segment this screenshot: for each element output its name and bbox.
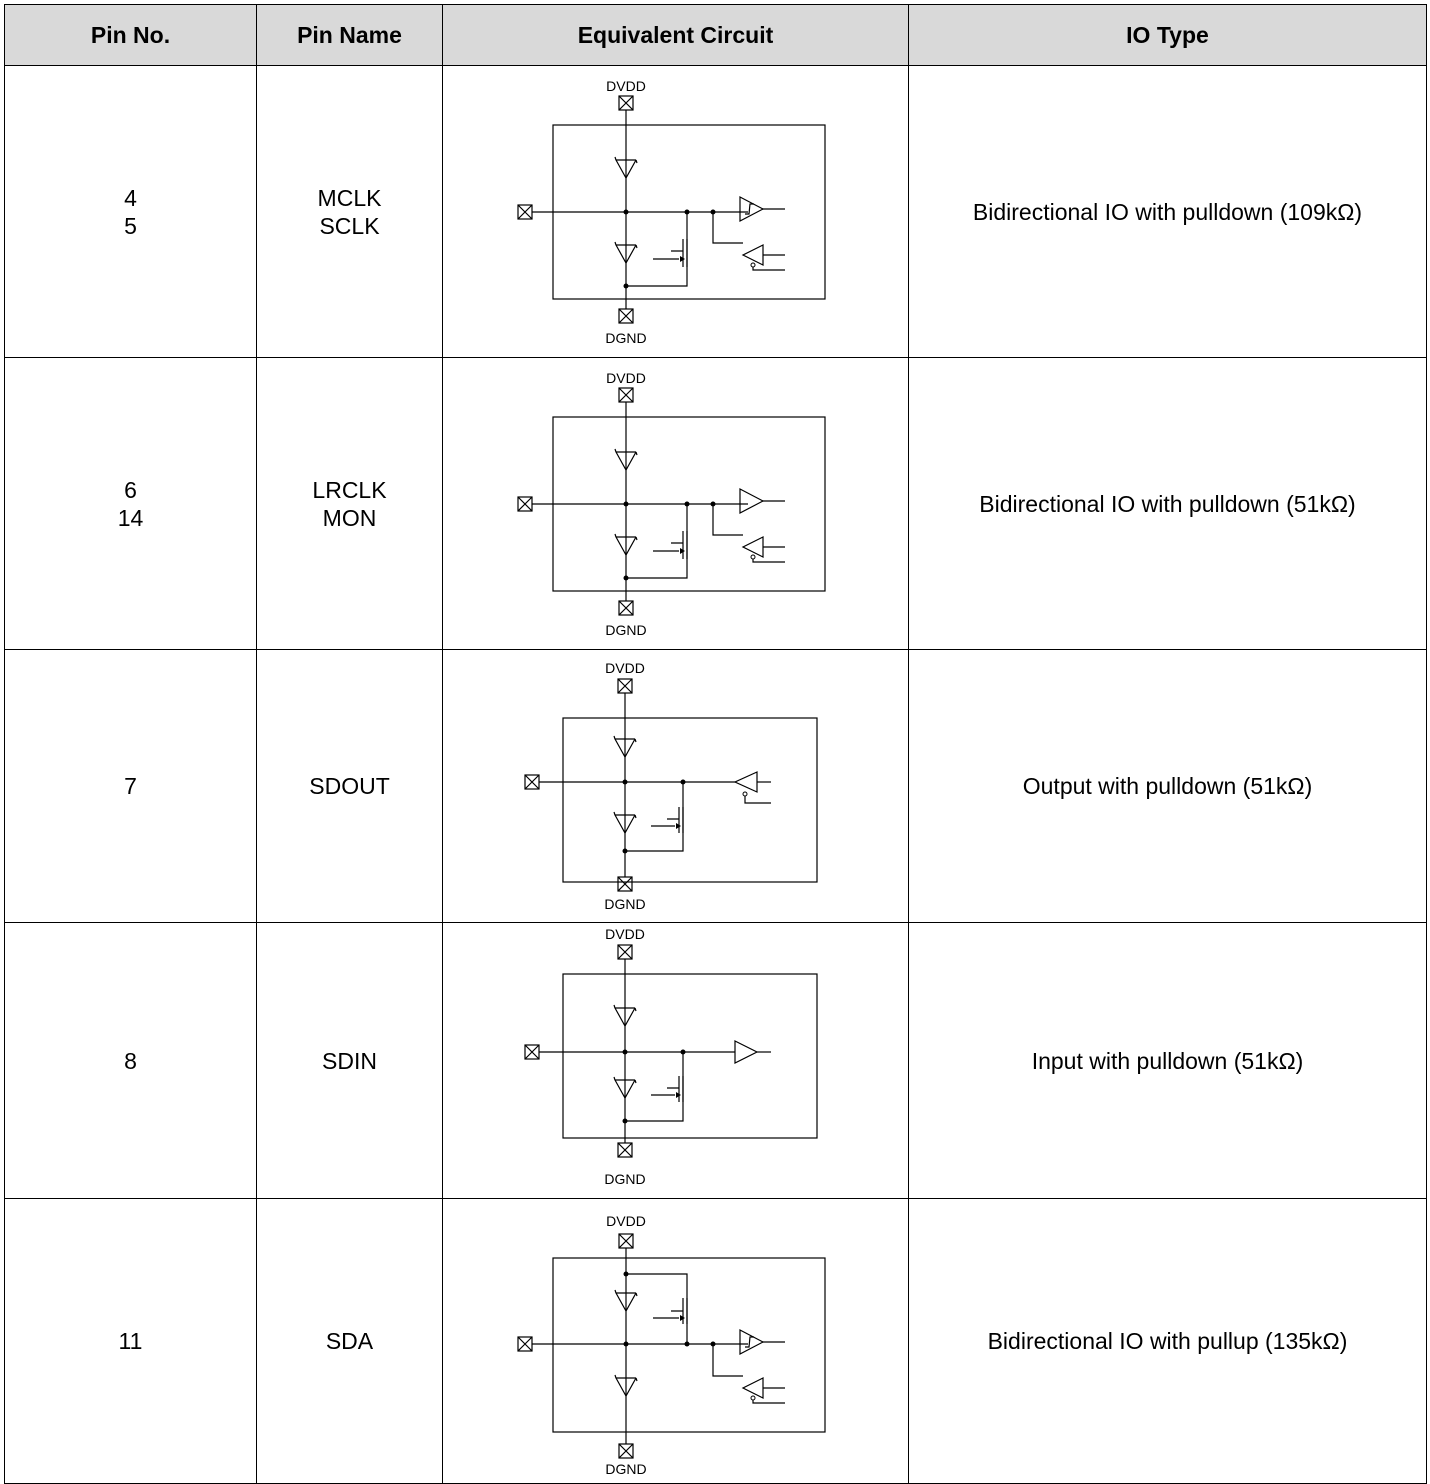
pin-table: Pin No. Pin Name Equivalent Circuit IO T… xyxy=(4,4,1427,1484)
table-row: 11 SDA xyxy=(4,1198,1427,1484)
ground-label: DGND xyxy=(604,896,645,912)
io-type-cell: Bidirectional IO with pulldown (51kΩ) xyxy=(908,357,1427,650)
bidirectional-schmitt-pullup-circuit: DVDD DGND xyxy=(517,1213,826,1477)
bidirectional-pulldown-circuit: DVDD DGND xyxy=(517,370,826,638)
bidirectional-schmitt-pulldown-circuit: DVDD DGND xyxy=(517,78,826,346)
supply-label: DVDD xyxy=(605,926,645,942)
pin-name-cell: SDOUT xyxy=(256,649,443,923)
header-pin-no: Pin No. xyxy=(4,4,257,66)
equivalent-circuit-cell: DVDD DGND xyxy=(442,65,909,358)
header-equivalent-circuit: Equivalent Circuit xyxy=(442,4,909,66)
pin-no-cell: 8 xyxy=(4,922,257,1199)
ground-label: DGND xyxy=(605,1461,646,1477)
pin-name: SDIN xyxy=(322,1047,377,1074)
pin-name-cell: LRCLK MON xyxy=(256,357,443,650)
pin-name-cell: SDA xyxy=(256,1198,443,1484)
io-type-cell: Input with pulldown (51kΩ) xyxy=(908,922,1427,1199)
pin-number: 7 xyxy=(124,773,137,799)
supply-label: DVDD xyxy=(605,660,645,676)
supply-label: DVDD xyxy=(606,78,646,94)
io-type-cell: Bidirectional IO with pulldown (109kΩ) xyxy=(908,65,1427,358)
ground-label: DGND xyxy=(604,1171,645,1187)
io-type-cell: Output with pulldown (51kΩ) xyxy=(908,649,1427,923)
pin-number: 5 xyxy=(124,212,137,239)
equivalent-circuit-cell: DVDD DGND xyxy=(442,357,909,650)
pin-name-cell: SDIN xyxy=(256,922,443,1199)
pin-name: SCLK xyxy=(319,212,380,239)
ground-label: DGND xyxy=(605,330,646,346)
pin-name: MON xyxy=(322,504,377,531)
header-row: Pin No. Pin Name Equivalent Circuit IO T… xyxy=(4,4,1427,66)
equivalent-circuit-cell: DVDD DGND xyxy=(442,1198,909,1484)
pin-number: 14 xyxy=(117,504,144,531)
pin-number: 6 xyxy=(124,476,137,503)
pin-number: 8 xyxy=(124,1047,137,1074)
table-row: 7 SDOUT xyxy=(4,649,1427,923)
pin-name: LRCLK xyxy=(312,476,387,503)
pin-name: SDA xyxy=(325,1328,374,1354)
output-pulldown-circuit: DVDD DGND xyxy=(524,660,818,912)
pin-no-cell: 6 14 xyxy=(4,357,257,650)
pin-number: 11 xyxy=(118,1328,143,1354)
table-row: 6 14 LRCLK MON xyxy=(4,357,1427,650)
io-type-cell: Bidirectional IO with pullup (135kΩ) xyxy=(908,1198,1427,1484)
input-pulldown-circuit: DVDD DGND xyxy=(524,926,818,1187)
pin-name: SDOUT xyxy=(309,773,390,799)
equivalent-circuit-cell: DVDD DGND xyxy=(442,922,909,1199)
pin-no-cell: 7 xyxy=(4,649,257,923)
header-io-type: IO Type xyxy=(908,4,1427,66)
pin-no-cell: 11 xyxy=(4,1198,257,1484)
supply-label: DVDD xyxy=(606,1213,646,1229)
header-pin-name: Pin Name xyxy=(256,4,443,66)
table-row: 8 SDIN xyxy=(4,922,1427,1199)
pin-name-cell: MCLK SCLK xyxy=(256,65,443,358)
ground-label: DGND xyxy=(605,622,646,638)
equivalent-circuit-cell: DVDD DGND xyxy=(442,649,909,923)
supply-label: DVDD xyxy=(606,370,646,386)
pin-name: MCLK xyxy=(317,184,382,211)
pin-number: 4 xyxy=(124,184,137,211)
